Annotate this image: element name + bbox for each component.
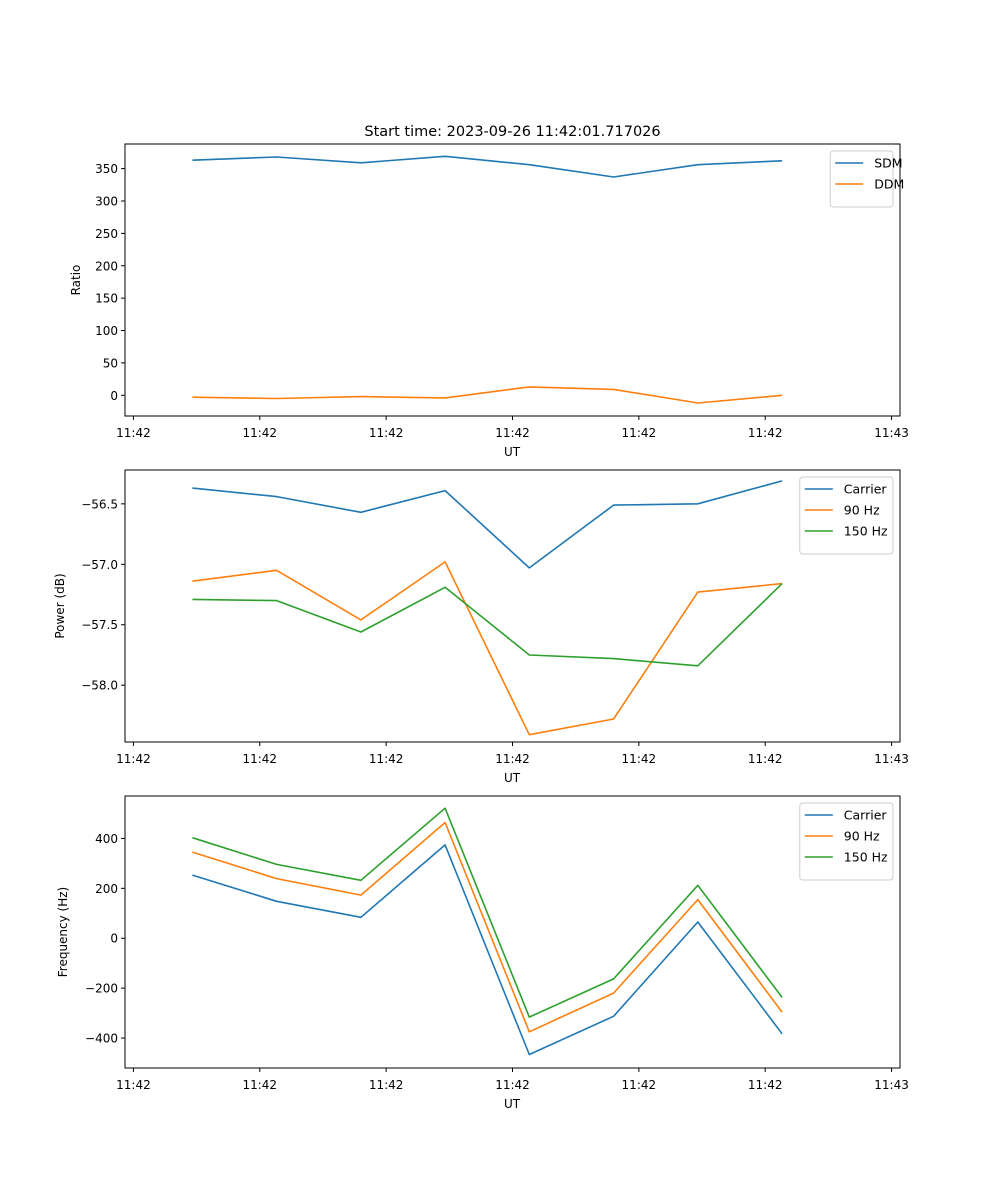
x-tick-label: 11:42	[622, 1078, 657, 1092]
y-axis-label: Power (dB)	[53, 573, 67, 638]
series-group	[192, 480, 783, 736]
x-tick-label: 11:42	[369, 1078, 404, 1092]
x-tick-label: 11:43	[874, 426, 909, 440]
series-line-150-hz	[192, 807, 783, 1018]
legend-label-sdm: SDM	[874, 156, 902, 171]
y-axis-label: Frequency (Hz)	[56, 887, 70, 978]
legend-box	[799, 476, 894, 555]
x-tick-label: 11:42	[495, 752, 530, 766]
y-tick-label: 0	[110, 932, 118, 946]
x-tick-label: 11:42	[116, 752, 151, 766]
x-tick-label: 11:42	[242, 426, 277, 440]
legend-label-ddm: DDM	[874, 177, 904, 192]
x-tick-label: 11:42	[748, 426, 783, 440]
series-line-150-hz	[192, 583, 783, 667]
y-tick-label: −57.5	[81, 618, 118, 632]
x-tick-label: 11:43	[874, 752, 909, 766]
chart-3: 11:42 11:42 11:42 11:42 11:42 11:42 11:43 UT −40…	[56, 795, 909, 1111]
y-tick-label: 250	[95, 227, 118, 241]
y-tick-label: 150	[95, 292, 118, 306]
legend-box	[799, 802, 894, 881]
series-group	[192, 807, 783, 1056]
legend: Carrier 90 Hz 150 Hz	[799, 476, 894, 555]
y-tick-label: −200	[85, 982, 118, 996]
x-tick-label: 11:42	[748, 1078, 783, 1092]
chart-panels: 11:42 11:42 11:42 11:42 11:42 11:42 11:43 UT 0 50…	[53, 143, 909, 1111]
y-tick-label: −57.0	[81, 558, 118, 572]
x-tick-label: 11:42	[622, 752, 657, 766]
y-axis-label: Ratio	[69, 265, 83, 296]
figure-title: Start time: 2023-09-26 11:42:01.717026	[364, 124, 660, 140]
x-tick-label: 11:42	[242, 752, 277, 766]
x-tick-label: 11:42	[622, 426, 657, 440]
y-tick-label: 100	[95, 324, 118, 338]
legend-box	[829, 150, 894, 208]
x-tick-label: 11:42	[116, 1078, 151, 1092]
x-tick-label: 11:43	[874, 1078, 909, 1092]
legend-label-150-hz: 150 Hz	[844, 524, 888, 539]
y-tick-label: 350	[95, 162, 118, 176]
x-tick-label: 11:42	[748, 752, 783, 766]
legend-label-150-hz: 150 Hz	[844, 850, 888, 865]
x-axis-label: UT	[504, 445, 521, 459]
legend-label-carrier: Carrier	[844, 482, 888, 497]
y-tick-label: 50	[103, 356, 118, 370]
chart-2: 11:42 11:42 11:42 11:42 11:42 11:42 11:43 UT −58…	[53, 469, 909, 785]
legend-label-90-hz: 90 Hz	[844, 503, 880, 518]
y-tick-label: −56.5	[81, 497, 118, 511]
y-tick-label: 200	[95, 882, 118, 896]
y-tick-label: 400	[95, 832, 118, 846]
x-tick-label: 11:42	[369, 752, 404, 766]
x-tick-label: 11:42	[495, 426, 530, 440]
y-tick-label: 300	[95, 194, 118, 208]
y-tick-label: 200	[95, 259, 118, 273]
legend-label-carrier: Carrier	[844, 808, 888, 823]
legend: SDM DDM	[829, 150, 904, 208]
legend-label-90-hz: 90 Hz	[844, 829, 880, 844]
y-tick-label: −58.0	[81, 679, 118, 693]
x-tick-label: 11:42	[116, 426, 151, 440]
series-line-carrier	[192, 844, 783, 1056]
x-tick-label: 11:42	[242, 1078, 277, 1092]
x-tick-label: 11:42	[495, 1078, 530, 1092]
series-line-90-hz	[192, 821, 783, 1033]
y-tick-label: 0	[110, 389, 118, 403]
series-line-carrier	[192, 480, 783, 569]
series-group	[192, 155, 783, 404]
x-axis-label: UT	[504, 771, 521, 785]
y-tick-label: −400	[85, 1032, 118, 1046]
chart-1: 11:42 11:42 11:42 11:42 11:42 11:42 11:43 UT 0 50…	[69, 143, 909, 459]
x-axis-label: UT	[504, 1097, 521, 1111]
x-tick-label: 11:42	[369, 426, 404, 440]
series-line-90-hz	[192, 561, 783, 736]
series-line-ddm	[192, 386, 783, 404]
legend: Carrier 90 Hz 150 Hz	[799, 802, 894, 881]
series-line-sdm	[192, 155, 783, 178]
